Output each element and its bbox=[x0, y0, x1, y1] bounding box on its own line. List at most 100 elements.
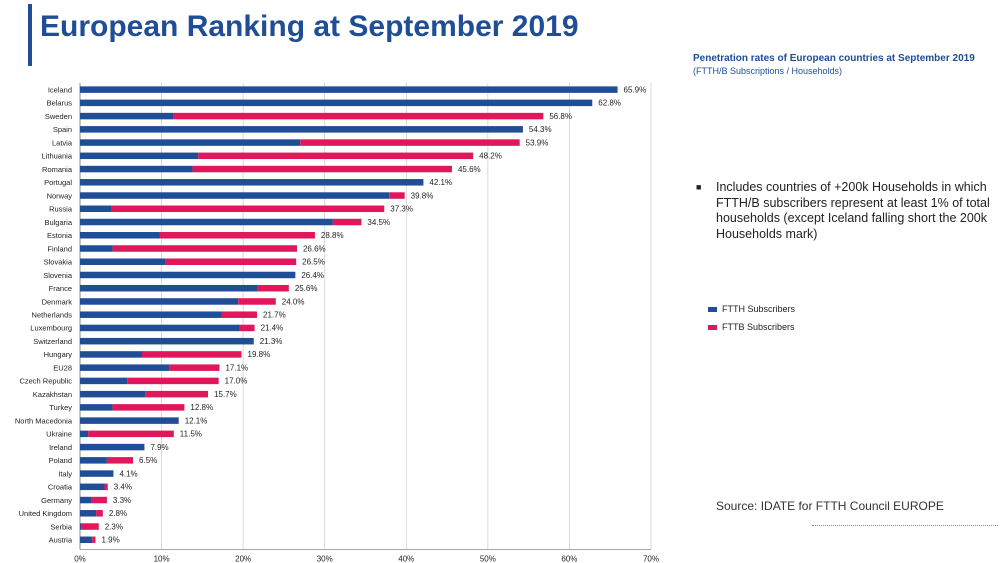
bar-ftth bbox=[80, 510, 97, 517]
data-label: 28.8% bbox=[321, 231, 344, 240]
bar-ftth bbox=[80, 523, 82, 530]
category-label: Portugal bbox=[44, 178, 72, 187]
data-label: 37.3% bbox=[390, 205, 413, 214]
category-label: Bulgaria bbox=[44, 218, 72, 227]
data-label: 6.5% bbox=[139, 456, 157, 465]
bar-ftth bbox=[80, 86, 618, 93]
x-tick-label: 60% bbox=[561, 554, 577, 563]
bar-fttb bbox=[257, 284, 289, 292]
data-label: 21.3% bbox=[260, 337, 283, 346]
bar-ftth bbox=[80, 271, 296, 279]
category-label: EU28 bbox=[53, 363, 72, 372]
bar-ftth bbox=[80, 483, 105, 491]
category-label: Croatia bbox=[48, 483, 73, 492]
data-label: 39.8% bbox=[411, 191, 434, 200]
data-label: 17.0% bbox=[225, 377, 248, 386]
x-tick-label: 50% bbox=[480, 554, 496, 563]
bar-ftth bbox=[80, 470, 114, 477]
bar-ftth bbox=[80, 126, 523, 133]
data-label: 34.5% bbox=[367, 218, 390, 227]
data-label: 17.1% bbox=[225, 363, 248, 372]
bar-ftth bbox=[80, 337, 254, 345]
data-label: 12.1% bbox=[185, 416, 208, 425]
category-label: Finland bbox=[47, 244, 72, 253]
bar-fttb bbox=[145, 390, 209, 398]
page-title: European Ranking at September 2019 bbox=[40, 10, 579, 43]
data-label: 21.4% bbox=[261, 324, 284, 333]
note-text: Includes countries of +200k Households i… bbox=[716, 180, 990, 241]
x-tick-label: 0% bbox=[74, 554, 86, 563]
bar-fttb bbox=[165, 258, 297, 265]
data-label: 26.5% bbox=[302, 258, 325, 267]
square-bullet-icon: ■ bbox=[696, 182, 702, 192]
bar-fttb bbox=[127, 377, 219, 385]
data-label: 65.9% bbox=[624, 85, 647, 94]
category-label: Poland bbox=[49, 456, 72, 465]
bar-ftth bbox=[80, 179, 424, 186]
bar-fttb bbox=[198, 152, 474, 160]
category-label: Germany bbox=[41, 496, 72, 505]
chart-subtitle: Penetration rates of European countries … bbox=[693, 53, 975, 64]
x-tick-label: 20% bbox=[235, 554, 251, 563]
bar-ftth bbox=[80, 417, 179, 424]
data-label: 3.3% bbox=[113, 496, 131, 505]
category-label: Austria bbox=[49, 536, 73, 545]
x-tick-label: 30% bbox=[317, 554, 333, 563]
bar-fttb bbox=[169, 364, 220, 371]
data-label: 4.1% bbox=[119, 469, 137, 478]
data-label: 12.8% bbox=[190, 403, 213, 412]
data-label: 2.3% bbox=[105, 522, 123, 531]
bar-fttb bbox=[159, 232, 315, 239]
category-label: Denmark bbox=[42, 297, 73, 306]
bar-ftth bbox=[80, 443, 145, 451]
title-accent-bar bbox=[28, 4, 32, 66]
bar-fttb bbox=[238, 298, 276, 305]
bar-ftth bbox=[80, 258, 166, 265]
bar-fttb bbox=[192, 165, 452, 173]
category-label: Norway bbox=[47, 191, 73, 200]
legend-swatch-fttb bbox=[708, 324, 717, 330]
penetration-bar-chart: 0% 10% 20% 30% 40% 50% 60% 70% Iceland 65.9% Belar… bbox=[15, 83, 659, 563]
bar-fttb bbox=[389, 192, 405, 199]
bar-ftth bbox=[80, 152, 199, 160]
category-label: Kazakhstan bbox=[33, 390, 72, 399]
category-label: Spain bbox=[53, 125, 72, 134]
category-label: Slovenia bbox=[43, 271, 73, 280]
bar-fttb bbox=[110, 205, 385, 213]
category-label: Ireland bbox=[49, 443, 72, 452]
bar-ftth bbox=[80, 324, 240, 332]
chart-legend: FTTH Subscribers FTTB Subscribers bbox=[708, 300, 795, 336]
bar-ftth bbox=[80, 232, 160, 239]
bar-ftth bbox=[80, 99, 593, 107]
x-tick-label: 70% bbox=[643, 554, 659, 563]
bar-ftth bbox=[80, 364, 170, 371]
data-label: 1.9% bbox=[101, 536, 119, 545]
data-label: 42.1% bbox=[429, 178, 452, 187]
bar-fttb bbox=[92, 536, 96, 544]
category-label: Latvia bbox=[52, 138, 73, 147]
bar-fttb bbox=[221, 311, 258, 318]
x-tick-label: 10% bbox=[154, 554, 170, 563]
data-label: 11.5% bbox=[180, 430, 202, 439]
bar-ftth bbox=[80, 218, 333, 226]
category-label: Hungary bbox=[44, 350, 73, 359]
bar-fttb bbox=[106, 457, 134, 464]
bar-fttb bbox=[96, 510, 103, 517]
bar-ftth bbox=[80, 404, 113, 411]
bar-fttb bbox=[88, 430, 174, 438]
bar-fttb bbox=[332, 218, 362, 226]
bar-fttb bbox=[141, 351, 242, 358]
bar-ftth bbox=[80, 245, 113, 252]
data-label: 2.8% bbox=[109, 509, 127, 518]
note-block: ■ Includes countries of +200k Households… bbox=[696, 180, 998, 242]
bar-fttb bbox=[104, 483, 108, 491]
data-label: 53.9% bbox=[526, 138, 549, 147]
category-label: United Kingdom bbox=[19, 509, 72, 518]
bar-fttb bbox=[91, 496, 107, 504]
category-label: Czech Republic bbox=[19, 377, 72, 386]
category-label: Estonia bbox=[47, 231, 73, 240]
bar-ftth bbox=[80, 457, 107, 464]
bar-ftth bbox=[80, 311, 222, 318]
bar-fttb bbox=[112, 245, 297, 252]
data-label: 7.9% bbox=[150, 443, 168, 452]
